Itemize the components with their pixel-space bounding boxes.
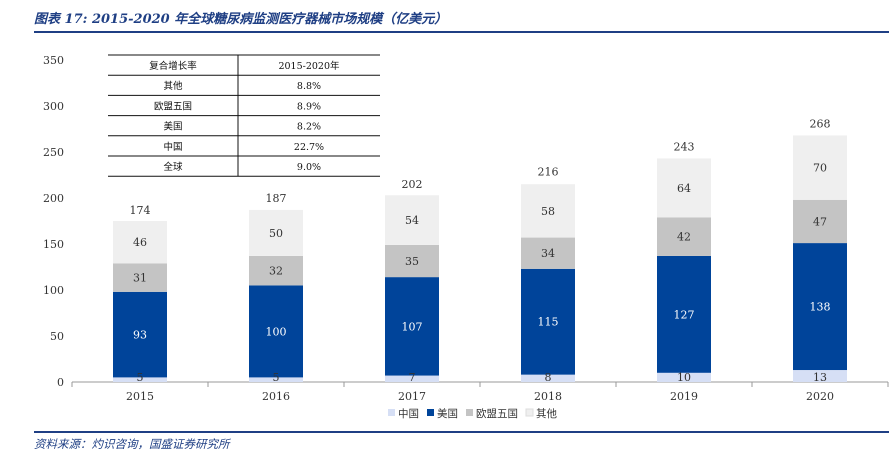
data-label: 58 <box>541 205 555 218</box>
data-label: 31 <box>133 272 147 285</box>
legend-swatch <box>525 408 534 417</box>
bar-segment <box>385 277 439 376</box>
data-label: 64 <box>677 182 691 195</box>
data-label: 5 <box>137 371 144 384</box>
source-note: 资料来源：灼识咨询，国盛证券研究所 <box>34 437 230 451</box>
legend-swatch <box>388 409 395 416</box>
table-cell: 全球 <box>163 161 183 173</box>
bar-segment <box>113 291 167 378</box>
table-cell: 9.0% <box>297 162 321 173</box>
x-tick-label: 2020 <box>806 390 834 403</box>
data-label: 8 <box>545 371 552 384</box>
bar-segment <box>113 263 167 292</box>
bar-segment <box>657 217 711 256</box>
legend-label: 中国 <box>398 407 419 420</box>
table-cell: 8.2% <box>297 122 321 133</box>
data-label: 42 <box>677 231 691 244</box>
table-cell: 8.9% <box>297 101 321 112</box>
x-tick-label: 2016 <box>262 390 290 403</box>
data-label: 115 <box>538 316 559 329</box>
bar-segment <box>793 370 847 382</box>
data-label: 5 <box>273 371 280 384</box>
title-rule <box>34 31 889 33</box>
data-label: 107 <box>402 320 423 333</box>
bar-segment <box>385 375 439 382</box>
total-label: 268 <box>810 117 831 130</box>
table-cell: 复合增长率 <box>149 60 197 72</box>
y-tick-label: 150 <box>43 238 64 251</box>
bar-segment <box>793 199 847 244</box>
chart-legend: 中国 美国 欧盟五国 其他 <box>388 407 557 420</box>
data-label: 54 <box>405 214 419 227</box>
chart-axes: 0 50 100 150 200 250 300 350 2015 2016 2017 2018 201… <box>43 54 889 403</box>
data-label: 70 <box>813 162 827 175</box>
data-label: 50 <box>269 227 283 240</box>
bar-segment <box>249 209 303 256</box>
bar-segment <box>793 243 847 371</box>
x-tick-label: 2017 <box>398 390 426 403</box>
chart-bars <box>113 135 847 382</box>
y-tick-label: 0 <box>57 376 64 389</box>
data-label: 46 <box>133 236 147 249</box>
bar-segment <box>249 285 303 378</box>
bar-segment <box>657 158 711 218</box>
legend-label: 美国 <box>437 407 458 420</box>
chart-labels: 5 93 31 46 174 5 100 32 50 187 7 107 35 54 202 8 115 34 58… <box>130 117 831 384</box>
data-label: 47 <box>813 215 827 228</box>
bar-segment <box>521 268 575 375</box>
legend-swatch <box>466 409 473 416</box>
bar-segment <box>521 237 575 269</box>
legend-swatch <box>427 409 434 416</box>
total-label: 174 <box>130 204 151 217</box>
table-cell: 中国 <box>163 141 182 153</box>
data-label: 34 <box>541 247 555 260</box>
y-tick-label: 350 <box>43 54 64 67</box>
bar-segment <box>521 374 575 382</box>
bar-segment <box>657 255 711 373</box>
table-cell: 其他 <box>163 80 183 92</box>
x-tick-label: 2019 <box>670 390 698 403</box>
data-label: 138 <box>810 301 831 314</box>
bar-segment <box>385 244 439 278</box>
data-label: 127 <box>674 308 695 321</box>
bar-segment <box>657 372 711 382</box>
source-rule <box>34 431 889 433</box>
y-tick-label: 200 <box>43 192 64 205</box>
data-label: 10 <box>677 371 691 384</box>
x-tick-label: 2015 <box>126 390 154 403</box>
x-tick-label: 2018 <box>534 390 562 403</box>
y-tick-label: 100 <box>43 284 64 297</box>
y-tick-label: 300 <box>43 100 64 113</box>
y-tick-label: 250 <box>43 146 64 159</box>
legend-label: 欧盟五国 <box>476 408 518 420</box>
data-label: 7 <box>409 371 416 384</box>
table-cell: 22.7% <box>294 142 324 153</box>
table-cell: 欧盟五国 <box>154 100 192 112</box>
figure-title: 图表 17: 2015-2020 年全球糖尿病监测医疗器械市场规模（亿美元） <box>34 12 448 27</box>
data-label: 100 <box>266 325 287 338</box>
bar-segment <box>113 221 167 264</box>
data-label: 93 <box>133 329 147 342</box>
table-cell: 美国 <box>163 121 182 133</box>
bar-segment <box>385 195 439 245</box>
total-label: 202 <box>402 178 423 191</box>
bar-segment <box>793 135 847 200</box>
legend-label: 其他 <box>536 407 557 420</box>
table-cell: 8.8% <box>297 81 321 92</box>
bar-segment <box>113 377 167 382</box>
bar-segment <box>521 184 575 238</box>
total-label: 216 <box>538 165 559 178</box>
data-label: 35 <box>405 255 419 268</box>
data-label: 13 <box>813 371 827 384</box>
total-label: 243 <box>674 140 695 153</box>
bar-segment <box>249 255 303 286</box>
total-label: 187 <box>266 192 287 205</box>
y-tick-label: 50 <box>50 330 64 343</box>
data-label: 32 <box>269 265 283 278</box>
bar-segment <box>249 377 303 382</box>
table-cell: 2015-2020年 <box>278 60 340 72</box>
